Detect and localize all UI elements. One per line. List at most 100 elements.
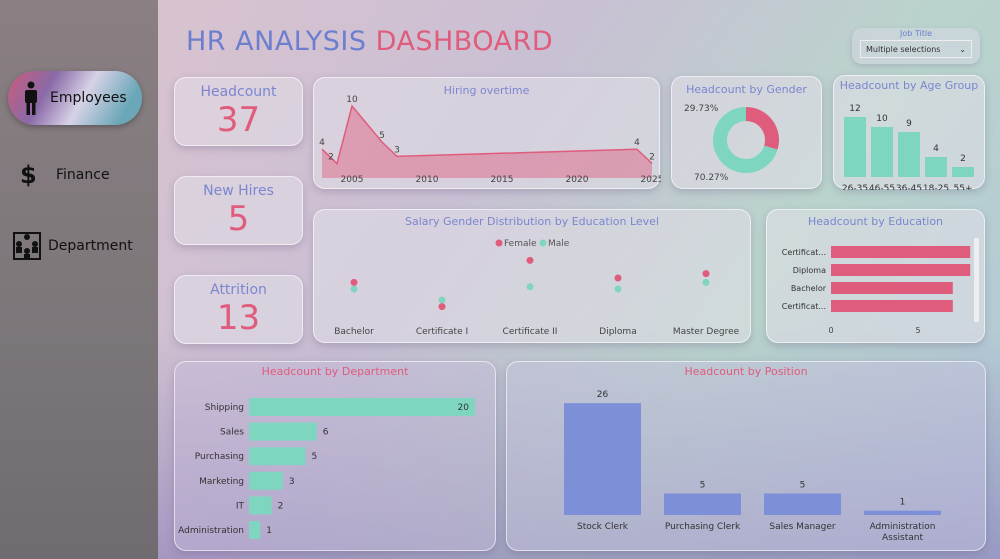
y-label: IT [236,501,245,511]
bar [831,300,953,312]
bar [249,471,283,490]
salary-chart: Salary Gender Distribution by Education … [313,209,751,343]
x-label: Administration [870,522,936,532]
y-label: Purchasing [195,452,244,462]
data-label: 2 [278,501,284,511]
bar [898,132,920,177]
bar [864,510,941,515]
age-chart: Headcount by Age Group 12 26-35 10 46-55 9 36-… [833,75,985,190]
bar [925,157,947,177]
bar [831,246,971,258]
bar [844,117,866,177]
scatter-point [614,285,622,293]
scatter-point [438,296,446,304]
bar [952,167,974,177]
data-label: 10 [346,95,358,105]
kpi-attrition: Attrition 13 [174,275,303,344]
data-label: 4 [933,144,939,154]
bar [871,127,893,177]
scatter-point [438,303,446,311]
x-label: 46-55 [869,184,895,190]
scatter-point [614,274,622,282]
x-label: Master Degree [673,327,740,337]
sidebar: Employees $ Finance Department [0,0,158,559]
data-label: 6 [323,428,329,438]
slicer-label: Job Title [899,29,933,38]
position-chart: Headcount by Position 26 Stock Clerk 5 Purch… [506,361,986,551]
slice-label: 70.27% [694,173,729,183]
scatter-point [702,278,710,286]
y-label: Bachelor [791,284,827,293]
x-label: 36-45 [896,184,922,190]
data-label: 20 [458,403,470,413]
data-label: 12 [849,104,860,114]
x-label: Purchasing Clerk [665,522,741,532]
data-label: 3 [394,145,400,155]
kpi-new-hires: New Hires 5 [174,176,303,245]
bar [831,264,971,276]
nav-label: Finance [56,167,110,183]
data-label: 9 [906,119,912,129]
x-label: Bachelor [334,327,374,337]
x-label: Stock Clerk [577,522,629,532]
nav-department[interactable]: Department [12,219,146,273]
kpi-headcount: Headcount 37 [174,77,303,146]
data-label: 2 [649,153,655,163]
data-label: 26 [597,390,609,400]
scatter-point [526,283,534,291]
data-label: 5 [800,481,806,491]
y-label: Certificat... [782,248,826,257]
bar [764,493,841,515]
legend-label: Male [548,239,570,249]
job-title-dropdown[interactable]: Multiple selections ⌄ [860,40,972,58]
hiring-chart: Hiring overtime 4 2 10 5 3 4 2 2005 2010 2015 2020 2… [313,77,661,189]
scatter-point [350,278,358,286]
x-tick: 0 [828,326,833,335]
nav-employees[interactable]: Employees [8,71,142,125]
y-label: Shipping [205,403,244,413]
hiring-line [321,104,653,166]
x-tick: 2010 [416,175,439,185]
legend-label: Female [504,239,537,249]
x-tick: 2005 [341,175,364,185]
y-label: Certificat... [782,302,826,311]
bar [249,398,475,416]
data-label: 5 [379,131,385,141]
education-chart: Headcount by Education Certificat... Diplo… [766,209,985,343]
y-label: Sales [220,428,244,438]
data-label: 10 [876,114,888,124]
bar [564,403,641,515]
bar [664,493,741,515]
x-tick: 2015 [491,175,514,185]
y-label: Diploma [793,266,826,275]
legend-female-dot [495,239,503,247]
y-label: Administration [178,526,244,536]
bar [831,282,953,294]
chevron-down-icon: ⌄ [959,44,966,54]
bar [249,447,306,466]
x-label: Assistant [882,533,923,543]
x-label: Sales Manager [769,522,836,532]
x-tick: 2020 [566,175,589,185]
nav-label: Employees [50,90,127,106]
bar [249,496,272,515]
x-label: 55+ [954,184,973,190]
nav-finance[interactable]: $ Finance [8,148,142,202]
legend-male-dot [539,239,547,247]
org-chart-icon [13,232,41,260]
dollar-icon: $ [20,161,37,189]
data-label: 4 [319,138,325,148]
bar [249,422,317,441]
scatter-point [526,256,534,264]
scatter-point [350,285,358,293]
data-label: 5 [700,481,706,491]
x-label: Certificate II [503,327,558,337]
scrollbar[interactable] [974,238,979,322]
data-label: 1 [900,498,906,508]
department-chart: Headcount by Department Shipping 20 Sales 6 P… [174,361,496,551]
pie-slice [713,107,778,173]
x-label: Diploma [599,327,636,337]
x-label: 26-35 [842,184,868,190]
data-label: 4 [634,138,640,148]
x-tick: 2025 [641,175,661,185]
